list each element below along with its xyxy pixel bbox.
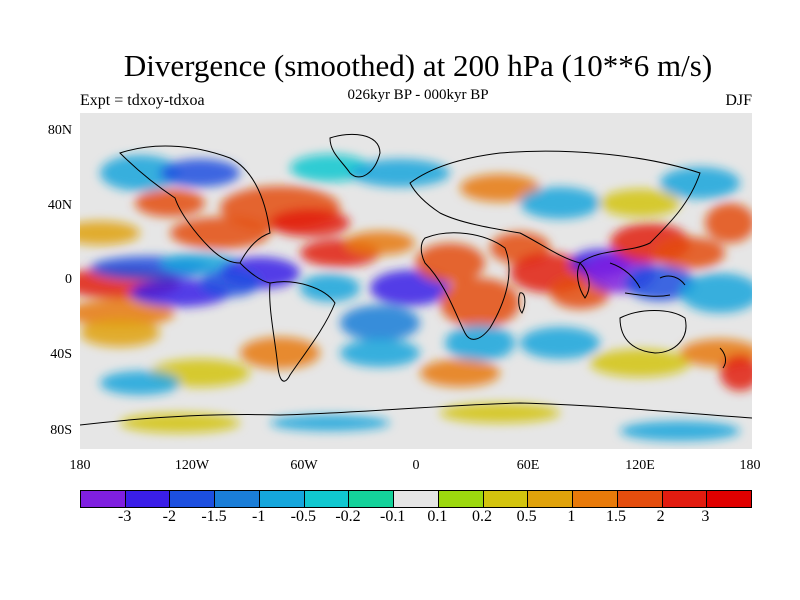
coastline-outlines [80, 133, 752, 426]
colorbar-swatch [528, 491, 574, 507]
colorbar-label: -0.5 [290, 508, 316, 525]
colorbar-swatch [170, 491, 216, 507]
colorbar-swatch [438, 491, 484, 507]
colorbar-label: 1 [567, 508, 576, 525]
divergence-patch [270, 209, 350, 237]
colorbar-label: 0.5 [516, 508, 537, 525]
colorbar [80, 490, 752, 508]
lon-tick-0: 0 [412, 458, 420, 473]
colorbar-label: 3 [701, 508, 710, 525]
divergence-patch [720, 355, 752, 391]
divergence-patch [200, 269, 260, 297]
divergence-patch [460, 174, 540, 202]
divergence-patch [655, 237, 725, 269]
colorbar-label: -0.1 [379, 508, 406, 525]
divergence-patch [135, 189, 205, 217]
lat-tick-80s: 80S [50, 423, 72, 438]
colorbar-swatch [662, 491, 708, 507]
divergence-patch [420, 359, 500, 387]
colorbar-swatch [394, 491, 439, 507]
lon-tick-180w: 180 [69, 458, 91, 473]
season-label: DJF [725, 92, 752, 109]
colorbar-swatch [349, 491, 395, 507]
colorbar-label: -2 [162, 508, 176, 525]
lat-tick-80n: 80N [47, 123, 72, 138]
divergence-patch [440, 278, 520, 328]
colorbar-label: 0.1 [427, 508, 448, 525]
colorbar-label: 1.5 [606, 508, 626, 525]
chart-title: Divergence (smoothed) at 200 hPa (10**6 … [123, 48, 713, 83]
lon-tick-60w: 60W [290, 458, 318, 473]
divergence-patch [160, 253, 240, 273]
colorbar-label: -0.2 [335, 508, 361, 525]
colorbar-swatch [707, 491, 752, 507]
divergence-patch [80, 299, 175, 327]
divergence-patch [340, 305, 420, 341]
colorbar-swatch [125, 491, 171, 507]
lon-tick-120w: 120W [174, 458, 210, 473]
map-panel [80, 113, 752, 449]
colorbar-swatch [81, 491, 126, 507]
lon-tick-120e: 120E [625, 458, 655, 473]
divergence-patch [520, 327, 600, 359]
colorbar-swatch [483, 491, 529, 507]
colorbar-swatch [573, 491, 618, 507]
colorbar-swatch [304, 491, 350, 507]
colorbar-label: -1.5 [201, 508, 227, 525]
lon-tick-180e: 180 [739, 458, 761, 473]
colorbar-label: -1 [251, 508, 266, 525]
divergence-patch [705, 203, 752, 243]
divergence-patch [600, 189, 680, 217]
divergence-patch [100, 371, 180, 395]
colorbar-label: -3 [117, 508, 132, 525]
lat-tick-0: 0 [65, 272, 72, 287]
divergence-patch [625, 265, 695, 301]
divergence-patch [590, 349, 690, 377]
divergence-patch [340, 339, 420, 367]
divergence-patch [440, 403, 560, 423]
divergence-patch [80, 221, 140, 245]
colorbar-swatch [215, 491, 260, 507]
divergence-patch [290, 154, 370, 182]
divergence-patch [660, 167, 740, 199]
colorbar-swatch [259, 491, 305, 507]
lon-tick-60e: 60E [516, 458, 540, 473]
divergence-patch [270, 415, 390, 431]
experiment-label: Expt = tdxoy-tdxoa [80, 92, 205, 109]
divergence-patch [80, 319, 160, 347]
divergence-patch [160, 159, 240, 187]
divergence-patch [350, 159, 450, 187]
divergence-patch [345, 231, 415, 255]
divergence-patch [415, 243, 485, 283]
divergence-patch [240, 337, 320, 369]
divergence-patch [520, 187, 600, 219]
colorbar-swatch [617, 491, 663, 507]
divergence-patch [680, 273, 752, 313]
chart-subtitle: 026kyr BP - 000kyr BP [347, 87, 489, 103]
colorbar-label: 2 [656, 508, 665, 525]
colorbar-label: 0.2 [472, 508, 492, 525]
lat-tick-40n: 40N [47, 198, 72, 213]
divergence-patch [445, 325, 515, 361]
lat-tick-40s: 40S [50, 347, 72, 362]
divergence-patch [620, 421, 740, 441]
divergence-field [80, 113, 752, 449]
divergence-patch [300, 274, 360, 302]
divergence-patch [100, 155, 180, 191]
